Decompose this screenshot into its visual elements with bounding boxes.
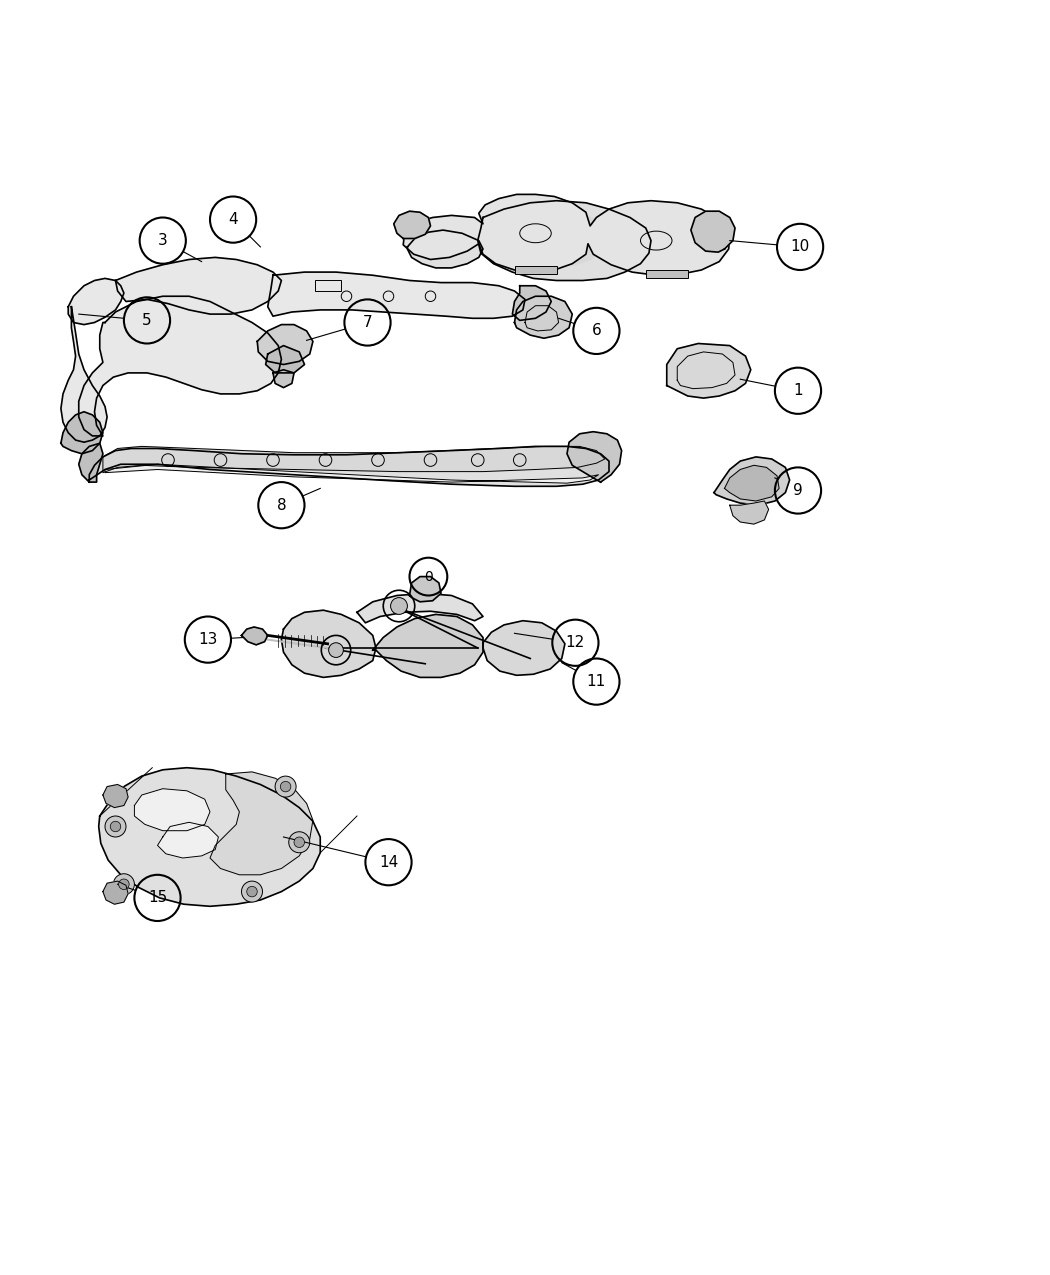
Polygon shape	[99, 768, 320, 907]
Text: 9: 9	[793, 483, 803, 499]
Polygon shape	[478, 212, 611, 265]
Circle shape	[119, 878, 129, 890]
Polygon shape	[103, 881, 128, 904]
Text: 14: 14	[379, 854, 398, 870]
Polygon shape	[242, 627, 268, 645]
Polygon shape	[134, 789, 210, 831]
Polygon shape	[730, 501, 769, 524]
Circle shape	[247, 886, 257, 896]
Polygon shape	[61, 307, 107, 442]
Circle shape	[113, 873, 134, 895]
Text: 5: 5	[142, 312, 152, 328]
Polygon shape	[68, 278, 124, 325]
Text: 1: 1	[793, 384, 803, 398]
Polygon shape	[273, 370, 294, 388]
Text: 10: 10	[791, 240, 810, 255]
Text: 0: 0	[424, 570, 433, 584]
Circle shape	[275, 776, 296, 797]
Polygon shape	[407, 230, 483, 268]
Polygon shape	[667, 343, 751, 398]
Polygon shape	[103, 784, 128, 807]
Polygon shape	[394, 212, 430, 238]
Text: 15: 15	[148, 890, 167, 905]
Polygon shape	[158, 822, 218, 858]
Circle shape	[329, 643, 343, 658]
Polygon shape	[483, 621, 565, 676]
Circle shape	[294, 836, 304, 848]
Bar	[315, 280, 341, 291]
Polygon shape	[724, 465, 779, 501]
Text: 6: 6	[591, 324, 602, 338]
Polygon shape	[373, 615, 483, 677]
Polygon shape	[714, 456, 790, 505]
Circle shape	[105, 816, 126, 836]
Text: 8: 8	[276, 497, 287, 513]
Text: 13: 13	[198, 632, 217, 648]
Polygon shape	[266, 346, 304, 372]
Text: 4: 4	[228, 212, 238, 227]
Circle shape	[289, 831, 310, 853]
Polygon shape	[268, 272, 525, 319]
Circle shape	[391, 598, 407, 615]
Polygon shape	[103, 446, 605, 473]
Polygon shape	[79, 444, 103, 482]
Polygon shape	[403, 194, 730, 275]
Polygon shape	[357, 593, 483, 622]
Circle shape	[110, 821, 121, 831]
Bar	[646, 270, 688, 278]
Polygon shape	[257, 325, 313, 365]
Circle shape	[280, 782, 291, 792]
Text: 3: 3	[158, 233, 168, 249]
Polygon shape	[210, 771, 313, 875]
Polygon shape	[116, 258, 281, 314]
Polygon shape	[61, 412, 103, 454]
Circle shape	[242, 881, 262, 903]
Bar	[514, 265, 556, 274]
Polygon shape	[79, 296, 281, 436]
Polygon shape	[281, 611, 376, 677]
Polygon shape	[410, 576, 441, 602]
Text: 12: 12	[566, 635, 585, 650]
Polygon shape	[89, 446, 609, 486]
Polygon shape	[691, 212, 735, 252]
Polygon shape	[105, 464, 598, 483]
Polygon shape	[514, 296, 572, 338]
Text: 7: 7	[362, 315, 373, 330]
Polygon shape	[478, 200, 651, 280]
Polygon shape	[567, 432, 622, 482]
Polygon shape	[512, 286, 551, 320]
Text: 11: 11	[587, 674, 606, 688]
